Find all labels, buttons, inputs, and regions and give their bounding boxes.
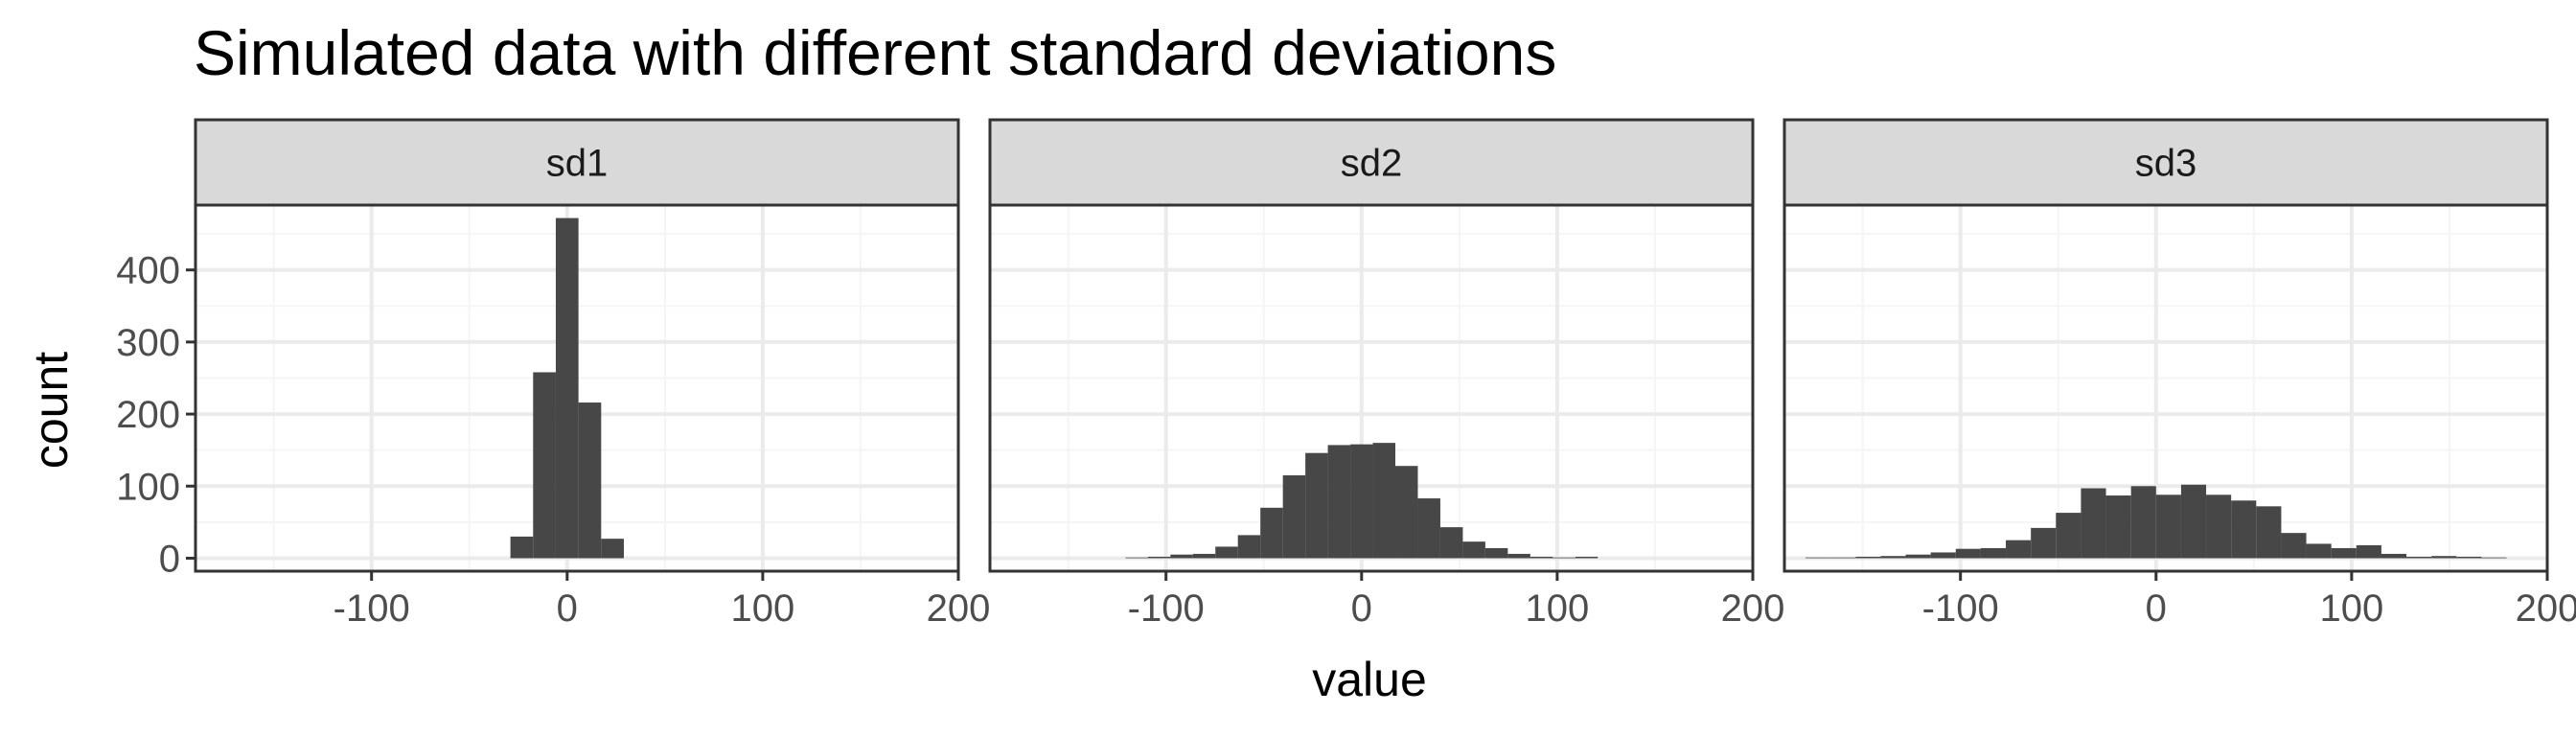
histogram-bar	[2081, 488, 2106, 559]
histogram-bar	[2481, 557, 2507, 559]
histogram-bar	[1439, 527, 1463, 559]
histogram-bar	[1260, 507, 1283, 559]
histogram-bar	[2356, 544, 2381, 559]
histogram-bar	[2206, 494, 2232, 559]
histogram-bar	[1147, 556, 1171, 559]
facet-panel-sd1: sd1 -100 0 100 200 0 100 200 300 400	[116, 118, 991, 630]
x-tick-label: 100	[731, 587, 795, 630]
histogram-bar	[510, 536, 534, 559]
histogram-bar	[1575, 556, 1598, 559]
histogram-bar	[1125, 557, 1148, 559]
histogram-bar	[2231, 500, 2257, 559]
histogram-bar	[1855, 556, 1881, 559]
histogram-bar	[2180, 484, 2207, 559]
x-axis-title: value	[1312, 653, 1427, 706]
x-tick-label: -100	[1128, 587, 1205, 630]
facet-strip	[988, 118, 1755, 207]
histogram-bar	[2105, 495, 2131, 559]
x-tick-label: -100	[1922, 587, 1999, 630]
histogram-bar	[2031, 527, 2057, 559]
facet-panel-sd2: sd2 -100 0 100 200	[988, 118, 1785, 630]
histogram-bar	[1880, 556, 1906, 559]
x-tick-label: -100	[334, 587, 410, 630]
facet-strip	[1782, 118, 2549, 207]
y-tick-label: 100	[116, 466, 180, 508]
y-tick-label: 200	[116, 394, 180, 436]
facet-strip-label: sd1	[546, 143, 609, 185]
histogram-bar	[1462, 541, 1485, 559]
histogram-bar	[2256, 506, 2282, 559]
x-tick-label: 100	[2320, 587, 2384, 630]
histogram-bar	[533, 372, 556, 559]
histogram-bar	[1327, 445, 1351, 559]
histogram-bar	[578, 402, 602, 559]
histogram-bar	[2380, 553, 2407, 559]
histogram-bar	[1350, 444, 1373, 559]
histogram-bar	[1372, 443, 1396, 559]
histogram-bar	[2006, 540, 2032, 559]
histogram-bar	[1215, 546, 1238, 559]
histogram-bar	[1170, 554, 1193, 559]
x-tick-label: 200	[2516, 587, 2576, 630]
facet-strip-label: sd3	[2135, 143, 2197, 185]
histogram-bar	[2431, 556, 2457, 559]
histogram-bar	[1395, 466, 1418, 559]
x-tick-label: 200	[927, 587, 991, 630]
histogram-bar	[2406, 556, 2432, 559]
facet-panel-sd3: sd3 -100 0 100 200	[1782, 118, 2576, 630]
y-axis-title: count	[24, 352, 78, 469]
x-tick-label: 200	[1721, 587, 1785, 630]
histogram-bar	[1282, 474, 1306, 559]
histogram-bar	[2281, 533, 2307, 559]
chart-title: Simulated data with different standard d…	[194, 17, 1556, 88]
y-tick-label: 400	[116, 250, 180, 292]
x-tick-label: 100	[1526, 587, 1590, 630]
histogram-bar	[1552, 557, 1576, 559]
histogram-bar	[1830, 557, 1856, 559]
histogram-bar	[2331, 547, 2357, 559]
histogram-bar	[1905, 554, 1931, 559]
histogram-bar	[601, 539, 624, 559]
histogram-bar	[1237, 535, 1261, 559]
facet-strip-label: sd2	[1341, 143, 1403, 185]
histogram-bar	[1417, 498, 1440, 559]
histogram-bar	[1305, 452, 1328, 559]
y-tick-label: 0	[159, 538, 180, 580]
facet-strip	[194, 118, 960, 207]
histogram-bar	[2056, 513, 2082, 559]
histogram-bar	[1507, 553, 1530, 559]
histogram-bar	[2130, 486, 2156, 559]
histogram-bar	[1806, 557, 1831, 559]
histogram-bar	[1484, 547, 1508, 559]
histogram-bar	[2306, 543, 2332, 559]
x-tick-label: 0	[2146, 587, 2167, 630]
histogram-bar	[2456, 556, 2482, 559]
facet-panels: sd1 -100 0 100 200 0 100 200 300 400 sd2 -100 0 100 20…	[116, 118, 2576, 630]
histogram-bar	[1980, 547, 2007, 559]
histogram-bar	[2155, 494, 2181, 559]
histogram-bar	[1192, 553, 1216, 559]
y-tick-label: 300	[116, 322, 180, 364]
histogram-bar	[1930, 552, 1956, 559]
x-tick-label: 0	[557, 587, 578, 630]
x-tick-label: 0	[1351, 587, 1372, 630]
histogram-bar	[1530, 556, 1553, 559]
histogram-bar	[1955, 548, 1981, 559]
histogram-bar	[555, 218, 579, 559]
